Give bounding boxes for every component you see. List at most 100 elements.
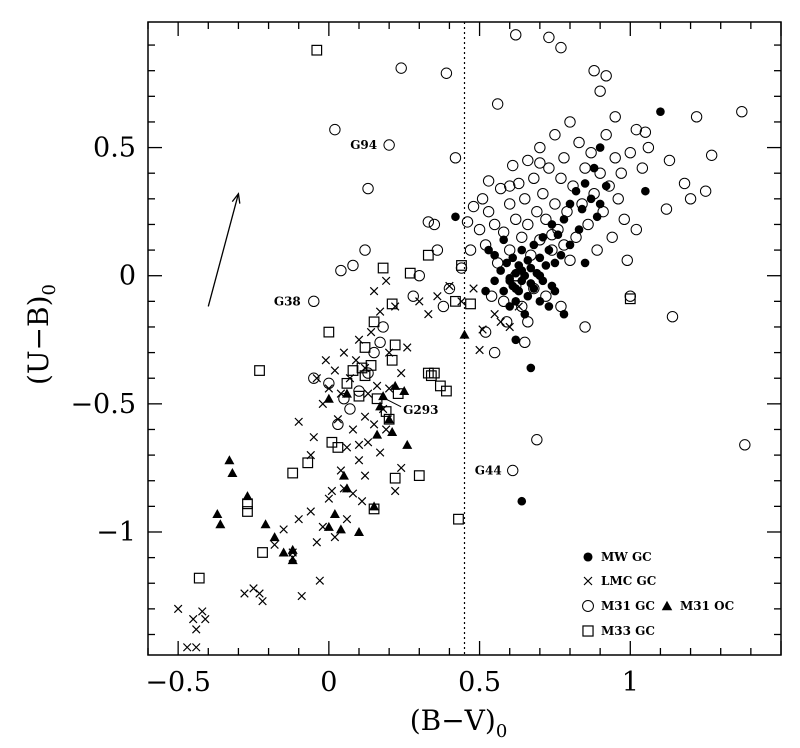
data-point: [547, 281, 557, 291]
data-point: [377, 321, 389, 333]
data-point: [425, 370, 437, 382]
data-point: [505, 276, 515, 286]
data-point: [588, 188, 600, 200]
legend-label: M33 GC: [601, 624, 655, 638]
data-point: [624, 293, 636, 305]
data-point: [192, 625, 201, 634]
data-point: [549, 198, 561, 210]
y-tick-label: 0: [119, 261, 136, 292]
data-point: [453, 513, 464, 525]
data-point: [359, 342, 371, 353]
data-point: [591, 244, 603, 256]
data-point: [516, 300, 528, 313]
data-point: [491, 257, 504, 269]
reddening-arrow: [207, 192, 241, 307]
data-point: [312, 538, 322, 547]
data-point: [395, 62, 407, 74]
data-point: [475, 345, 484, 355]
data-point: [323, 521, 334, 531]
annotation-label: G94: [350, 138, 377, 152]
data-point: [369, 286, 379, 296]
data-point: [529, 240, 539, 250]
data-point: [377, 262, 389, 274]
data-point: [488, 346, 501, 359]
data-point: [338, 470, 349, 480]
data-point: [422, 367, 434, 379]
data-point: [510, 29, 522, 41]
data-point: [523, 256, 533, 265]
data-point: [537, 188, 549, 200]
data-point: [579, 162, 591, 174]
data-point: [443, 282, 456, 295]
data-point: [182, 643, 192, 652]
data-point: [403, 343, 412, 352]
data-point: [323, 377, 335, 390]
data-point: [389, 472, 401, 484]
data-point: [523, 291, 533, 301]
data-point: [362, 182, 374, 195]
data-point: [450, 295, 461, 307]
data-point: [541, 261, 551, 270]
legend-marker: [582, 600, 594, 612]
data-point: [516, 231, 528, 243]
data-point: [499, 235, 508, 245]
data-point: [387, 427, 398, 437]
data-point: [525, 249, 537, 261]
data-point: [501, 316, 513, 328]
data-point: [341, 377, 353, 389]
data-point: [535, 271, 545, 281]
data-point: [249, 584, 258, 593]
data-point: [457, 297, 466, 306]
data-point: [582, 218, 594, 231]
data-point: [592, 212, 602, 222]
data-point: [663, 154, 676, 167]
data-point: [546, 229, 558, 241]
data-point: [360, 412, 370, 421]
data-point: [565, 240, 575, 250]
data-point: [321, 356, 331, 365]
data-point: [329, 123, 341, 136]
series-lmc-gc: [173, 276, 523, 652]
data-point: [372, 381, 382, 391]
data-point: [580, 258, 590, 268]
data-point: [279, 525, 288, 534]
data-point: [666, 311, 679, 323]
data-point: [381, 276, 391, 286]
data-point: [347, 365, 359, 376]
data-point: [612, 193, 624, 205]
data-point: [383, 139, 395, 151]
data-point: [547, 220, 557, 229]
data-point: [415, 297, 424, 306]
data-point: [315, 576, 325, 585]
data-point: [308, 295, 320, 308]
data-point: [564, 254, 576, 267]
data-point: [384, 414, 395, 424]
data-point: [603, 180, 615, 192]
data-point: [484, 245, 493, 255]
data-point: [641, 186, 650, 196]
data-point: [402, 439, 413, 449]
data-point: [192, 643, 201, 652]
data-point: [573, 136, 585, 149]
data-point: [407, 290, 419, 302]
data-point: [535, 253, 545, 263]
data-point: [660, 203, 673, 215]
annotation-label: G44: [475, 463, 502, 477]
data-point: [482, 175, 495, 187]
annotation-label: G38: [274, 294, 301, 308]
data-point: [255, 589, 264, 598]
legend-label: M31 OC: [680, 599, 734, 613]
legend-marker: [661, 600, 673, 611]
data-point: [456, 260, 467, 271]
data-point: [242, 491, 253, 501]
data-point: [413, 470, 425, 482]
data-point: [561, 205, 573, 218]
data-point: [531, 205, 543, 218]
data-point: [517, 245, 527, 255]
data-point: [534, 157, 546, 169]
data-point: [586, 194, 596, 204]
data-point: [485, 290, 498, 302]
data-point: [684, 193, 697, 205]
data-point: [224, 455, 235, 465]
